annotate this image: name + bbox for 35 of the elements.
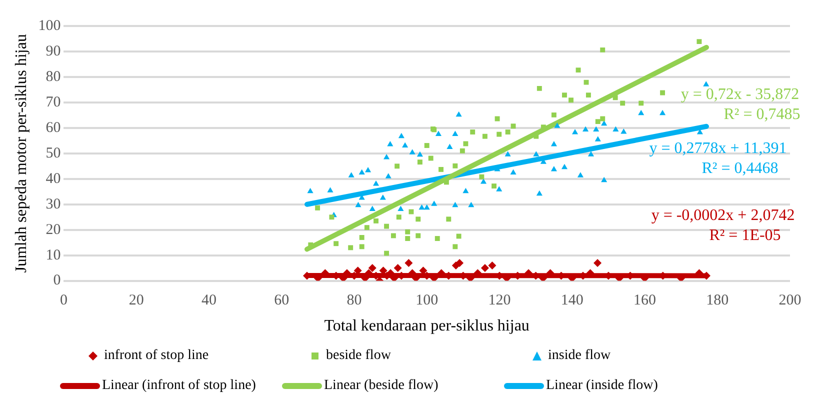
y-tick-label: 60 [46,120,61,136]
annotation: R² = 0,7485 [724,106,800,124]
y-tick-label: 30 [46,196,61,212]
x-tick-label: 60 [274,292,290,309]
x-tick-label: 200 [778,292,802,309]
legend-label: infront of stop line [104,348,209,364]
x-tick-label: 160 [633,292,656,309]
legend-label: inside flow [548,348,611,364]
y-tick-label: 90 [46,43,61,60]
y-tick-label: 100 [38,18,61,34]
y-tick-label: 10 [46,247,61,264]
y-tick-label: 50 [46,145,61,162]
annotation: R² = 0,4468 [702,160,778,178]
y-axis-title: Jumlah sepeda motor per-siklus hijau [12,34,30,273]
x-axis-title: Total kendaraan per-siklus hijau [324,318,530,335]
annotation: y = 0,2778x + 11,391 [649,140,787,158]
legend-label: Linear (infront of stop line) [102,378,256,394]
x-tick-label: 100 [416,292,438,309]
annotation: R² = 1E-05 [709,227,781,244]
y-tick-label: 80 [46,68,61,85]
x-tick-label: 180 [706,292,729,309]
annotation: y = -0,0002x + 2,0742 [651,207,795,224]
x-tick-label: 140 [560,292,584,309]
annotation: y = 0,72x - 35,872 [680,86,800,104]
legend-label: Linear (inside flow) [546,378,658,394]
x-tick-label: 20 [128,292,144,309]
y-tick-label: 40 [46,170,61,187]
legend-label: Linear (beside flow) [324,378,438,394]
y-tick-label: 20 [46,222,61,238]
y-tick-label: 0 [53,272,61,289]
x-tick-label: 40 [201,292,216,309]
x-tick-label: 120 [488,292,511,309]
legend-label: beside flow [326,348,391,364]
x-tick-label: 80 [346,292,362,309]
y-tick-label: 70 [46,94,61,110]
